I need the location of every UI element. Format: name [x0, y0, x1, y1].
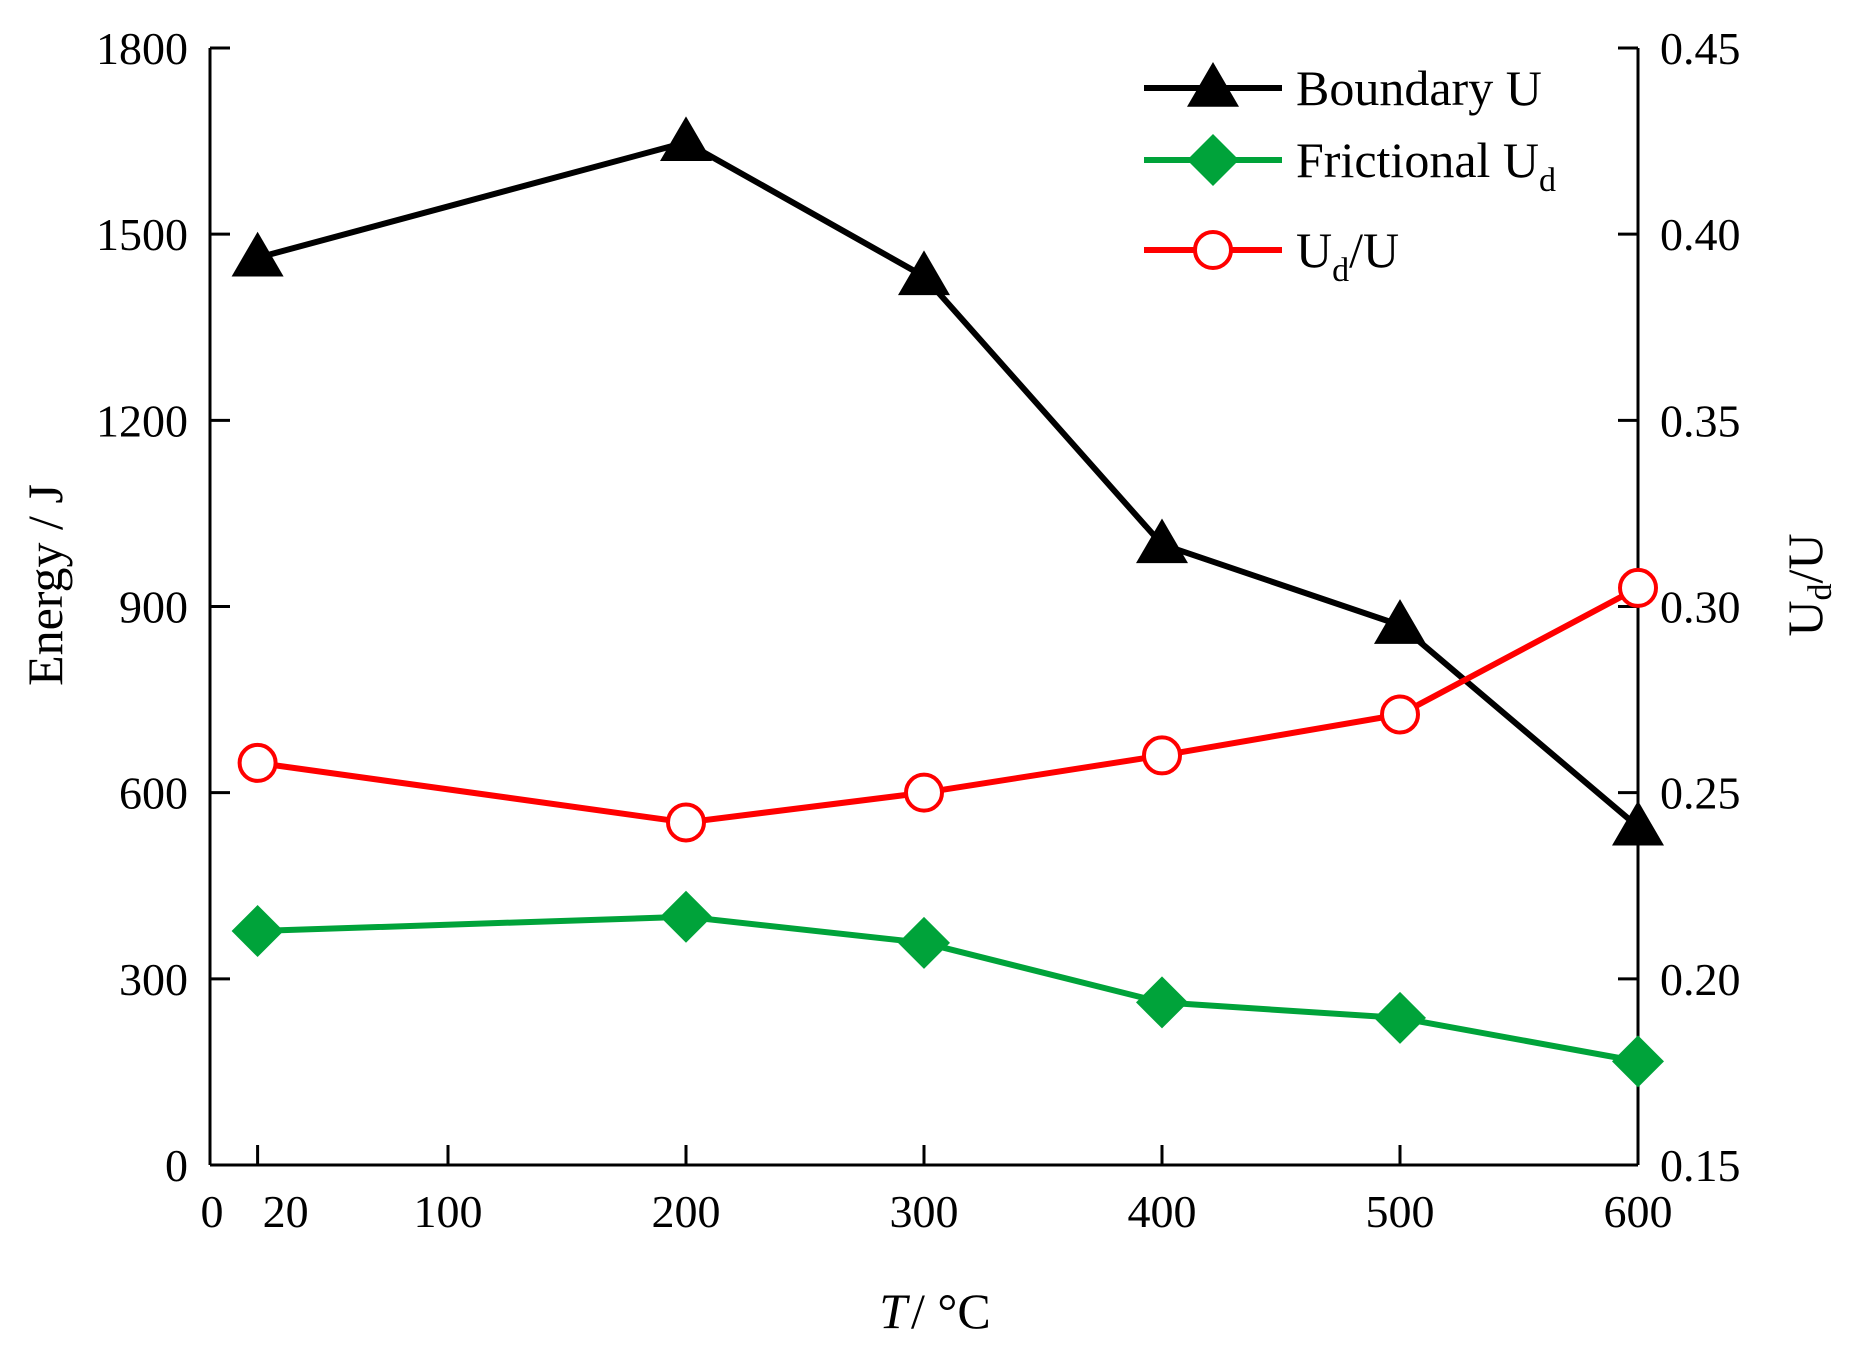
x-tick-label: 300 [890, 1186, 959, 1237]
right-y-tick-label: 0.30 [1660, 582, 1741, 633]
legend-label-1: Frictional Ud [1296, 132, 1556, 199]
x-tick-label: 100 [414, 1186, 483, 1237]
legend-marker-diamond [1187, 134, 1239, 186]
right-y-tick-label: 0.40 [1660, 209, 1741, 260]
left-y-tick-label: 900 [119, 582, 188, 633]
legend-label-0: Boundary U [1296, 60, 1542, 116]
right-y-axis-main: U [1777, 600, 1833, 636]
right-y-tick-label: 0.25 [1660, 768, 1741, 819]
data-point-triangle [231, 231, 284, 277]
legend-label-subscript: d [1332, 252, 1349, 289]
legend-marker-open-circle [1193, 230, 1233, 270]
series-line-1 [257, 913, 1639, 1065]
left-y-tick-label: 300 [119, 954, 188, 1005]
legend-label-2: Ud/U [1296, 222, 1399, 289]
right-y-tick-label: 0.45 [1660, 23, 1741, 74]
data-point-open-circle [1142, 735, 1182, 776]
data-point-open-circle [666, 802, 706, 843]
legend-label-main: Boundary U [1296, 60, 1542, 116]
legend-label-tail: /U [1349, 222, 1399, 278]
data-point-open-circle [1618, 567, 1658, 608]
right-y-tick-label: 0.20 [1660, 954, 1741, 1005]
legend-label-main: Frictional U [1296, 132, 1539, 188]
x-axis-title: T/ °C [879, 1283, 991, 1339]
data-point-open-circle [237, 742, 278, 783]
series-line-0 [256, 139, 1640, 830]
x-tick-label: 600 [1604, 1186, 1673, 1237]
data-point-diamond [1374, 991, 1426, 1044]
series-layer [231, 116, 1664, 1088]
right-y-axis-subscript: d [1802, 583, 1839, 600]
x-tick-label: 0 [201, 1186, 224, 1237]
legend-label-main: U [1296, 222, 1332, 278]
left-y-tick-label: 0 [165, 1140, 188, 1191]
left-y-axis-title: Energy / J [17, 484, 73, 686]
series-line-2 [257, 585, 1640, 826]
x-tick-label: 20 [263, 1186, 309, 1237]
data-point-triangle [1374, 599, 1426, 644]
x-axis-variable: T [879, 1283, 910, 1339]
data-point-diamond [231, 905, 284, 958]
left-y-tick-label: 1200 [96, 395, 188, 446]
x-tick-label: 200 [652, 1186, 721, 1237]
data-point-diamond [1612, 1035, 1664, 1088]
data-point-triangle [1612, 800, 1664, 846]
right-y-axis-tail: /U [1777, 533, 1833, 583]
right-y-tick-label: 0.15 [1660, 1140, 1741, 1191]
data-point-diamond [1136, 976, 1188, 1029]
data-point-triangle [1136, 518, 1188, 564]
right-y-axis-title: Ud/U [1777, 533, 1839, 636]
left-y-tick-label: 600 [119, 768, 188, 819]
x-tick-label: 500 [1366, 1186, 1435, 1237]
right-y-tick-label: 0.35 [1660, 395, 1741, 446]
data-point-diamond [660, 890, 712, 943]
left-y-tick-label: 1800 [96, 23, 188, 74]
data-point-triangle [660, 116, 712, 162]
left-y-tick-label: 1500 [96, 209, 188, 260]
data-point-diamond [898, 916, 950, 969]
data-point-triangle [898, 250, 950, 296]
axes-layer: 0 20 100 200 300 400 500 600 0 300 600 900 1200 1500 1… [96, 23, 1741, 1237]
legend-label-subscript: d [1539, 162, 1556, 199]
x-tick-label: 400 [1128, 1186, 1197, 1237]
x-axis-unit: / °C [911, 1283, 991, 1339]
data-point-open-circle [904, 772, 944, 813]
legend-marker-triangle [1187, 62, 1239, 107]
data-point-open-circle [1380, 694, 1420, 735]
